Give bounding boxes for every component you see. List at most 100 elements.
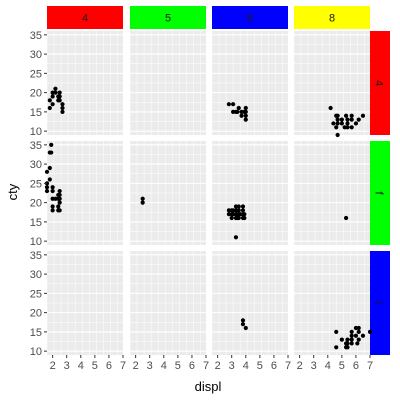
data-point [360,113,366,118]
x-tick-label: 4 [325,360,331,372]
data-point [50,208,55,213]
panel-r1-c1 [129,141,206,245]
data-point [345,125,350,130]
data-point [57,196,62,201]
data-point [47,165,52,171]
data-point [233,109,239,114]
panel-r2-c1 [129,251,206,355]
panel-r2-c3 [293,251,370,355]
data-point [60,109,65,114]
x-tick-label: 7 [367,360,373,372]
data-point [367,329,373,334]
data-point [335,121,340,126]
x-tick-label: 3 [64,360,70,372]
facet-strip-row-label-0: 4 [373,80,385,86]
data-point [50,188,55,194]
data-point [226,102,231,107]
y-tick-label: 35 [30,30,42,42]
data-point [240,208,246,213]
data-point [47,105,52,111]
data-point [356,337,361,342]
data-point [356,329,361,334]
y-tick-label: 20 [30,198,42,210]
data-point [353,333,359,338]
x-tick-label: 5 [175,360,181,372]
panel-r1-c3 [293,141,370,245]
x-tick-label: 4 [243,360,249,372]
y-tick-label: 35 [30,140,42,152]
panel-r1-c2 [211,141,288,245]
facet-strip-row-2 [367,251,390,355]
x-tick-label: 6 [353,360,359,372]
data-point [57,90,62,95]
x-tick-label: 6 [189,360,195,372]
data-point [235,212,240,217]
y-tick-label: 30 [30,49,42,61]
data-point [334,345,339,350]
data-point [240,204,246,209]
panel-r0-c3 [293,31,370,135]
points-r1-c1 [140,196,145,205]
x-tick-label: 5 [257,360,263,372]
data-point [335,113,340,118]
data-point [53,90,58,95]
x-tick-label: 7 [203,360,209,372]
data-point [343,113,349,118]
data-point [50,94,55,99]
data-point [243,105,248,111]
points-r0-c3 [328,105,366,138]
data-point [50,204,55,209]
points-r1-c2 [226,204,247,240]
data-point [335,132,340,138]
facet-strip-row-0 [367,31,390,135]
data-point [349,333,354,338]
facet-strip-col-label-3: 8 [329,13,335,25]
facet-strip-col-1 [130,6,206,29]
data-point [328,105,333,111]
data-point [240,322,246,327]
data-point [233,235,239,240]
points-r0-c2 [226,102,248,122]
y-tick-label: 15 [30,107,42,119]
data-point [236,105,241,111]
data-point [231,102,236,107]
data-point [349,337,354,342]
data-point [47,98,52,103]
facet-strip-col-label-0: 4 [82,13,88,25]
data-point [49,142,54,147]
facet-strip-col-2 [212,6,288,29]
data-point [236,204,241,209]
facet-strips: 4 5 6 8 4 f r [47,6,390,355]
data-point [356,325,361,331]
y-axis-title: cty [5,183,20,200]
data-point [343,341,349,346]
data-point [334,125,339,130]
y-tick-label: 15 [30,327,42,339]
x-tick-label: 3 [147,360,153,372]
facet-strip-row-label-2: r [373,301,385,305]
y-tick-label: 20 [30,88,42,100]
x-tick-label: 2 [50,360,56,372]
panel-r2-c2 [211,251,288,355]
data-point [243,113,248,118]
x-axis-title: displ [195,379,222,394]
x-tick-label: 5 [92,360,98,372]
y-tick-label: 25 [30,178,42,190]
data-point [356,117,361,122]
y-tick-label: 25 [30,68,42,80]
data-point [339,117,344,122]
x-tick-label: 5 [339,360,345,372]
x-tick-label: 2 [133,360,139,372]
data-point [345,117,350,122]
y-tick-label: 10 [30,346,42,358]
data-point [242,212,247,217]
data-point [243,325,248,331]
data-point [239,113,244,118]
data-point [140,200,145,205]
data-point [242,109,247,114]
data-point [360,333,366,338]
points-r1-c3 [343,215,349,221]
data-point [57,208,62,213]
